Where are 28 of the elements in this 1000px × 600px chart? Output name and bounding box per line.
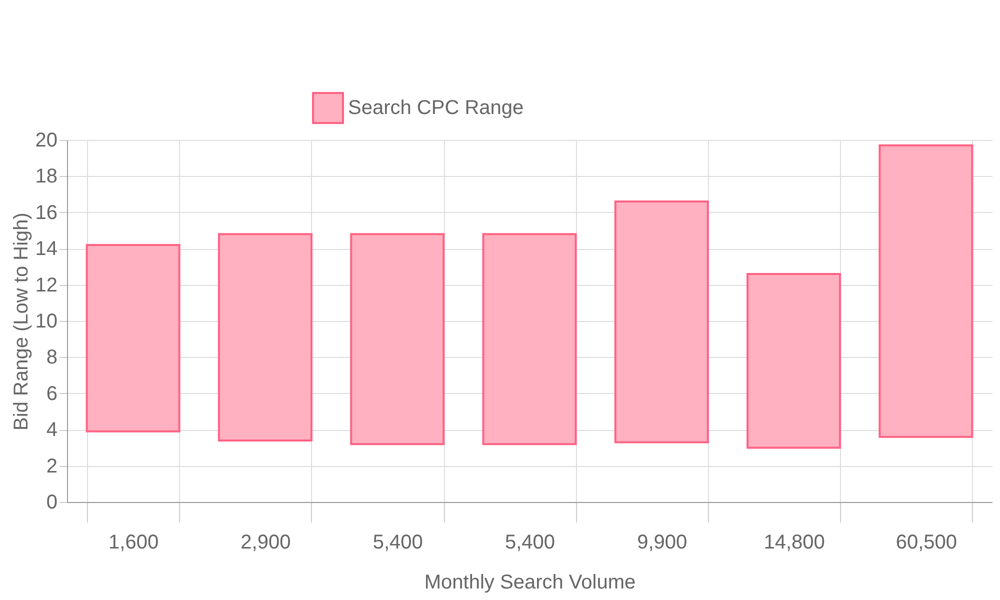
y-tick-label: 10 bbox=[35, 310, 58, 332]
bar bbox=[218, 233, 312, 442]
x-tick-label: 5,400 bbox=[504, 532, 556, 554]
x-tick-label: 5,400 bbox=[372, 532, 423, 554]
y-tick-label: 2 bbox=[46, 455, 58, 478]
bar bbox=[86, 244, 180, 432]
y-axis-title: Bid Range (Low to High) bbox=[10, 212, 32, 430]
bar bbox=[350, 233, 445, 446]
y-tick-label: 8 bbox=[46, 346, 58, 369]
bar bbox=[878, 144, 974, 438]
y-tick-label: 4 bbox=[46, 419, 58, 442]
x-tick-label: 14,800 bbox=[764, 532, 825, 554]
y-tick-label: 6 bbox=[46, 382, 58, 405]
y-tick-label: 12 bbox=[35, 274, 58, 296]
y-tick-label: 16 bbox=[35, 202, 58, 224]
bar bbox=[614, 200, 709, 444]
bar bbox=[746, 272, 842, 449]
y-tick-label: 0 bbox=[46, 492, 58, 514]
x-tick-label: 2,900 bbox=[240, 532, 291, 554]
legend-label: Search CPC Range bbox=[348, 97, 524, 119]
x-tick-label: 1,600 bbox=[108, 532, 159, 554]
x-axis-title: Monthly Search Volume bbox=[424, 572, 636, 594]
x-tick-label: 60,500 bbox=[896, 532, 958, 554]
bar bbox=[482, 233, 577, 446]
x-tick-label: 9,900 bbox=[637, 532, 688, 554]
y-tick-label: 20 bbox=[35, 130, 58, 152]
y-tick-label: 18 bbox=[35, 166, 58, 188]
y-tick-label: 14 bbox=[35, 238, 58, 260]
